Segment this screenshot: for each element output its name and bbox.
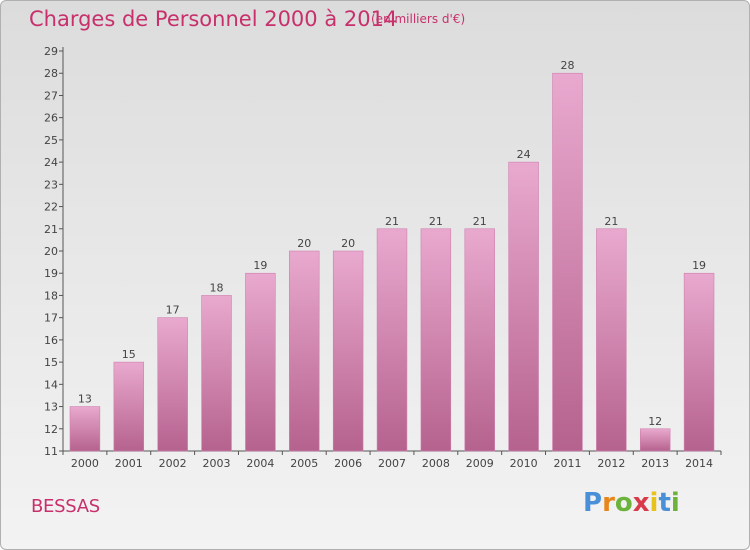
logo-letter: o (614, 488, 633, 518)
bar-2003 (201, 295, 232, 452)
data-label-2012: 21 (604, 215, 618, 228)
logo-letter: P (583, 488, 603, 518)
y-tick-label: 11 (44, 445, 58, 458)
data-label-2011: 28 (560, 59, 574, 72)
y-tick-label: 27 (44, 89, 58, 102)
y-tick-label: 13 (44, 401, 58, 414)
x-tick-label-2002: 2002 (159, 457, 187, 470)
data-label-2010: 24 (517, 148, 531, 161)
bar-2001 (113, 361, 145, 452)
chart-unit: (en milliers d'€) (371, 12, 466, 26)
y-tick-label: 15 (44, 356, 58, 369)
data-label-2014: 19 (692, 259, 706, 272)
y-tick-label: 14 (44, 378, 58, 391)
x-tick-label-2006: 2006 (334, 457, 362, 470)
x-tick-label-2014: 2014 (685, 457, 713, 470)
y-tick-label: 25 (44, 134, 58, 147)
x-tick-label-2010: 2010 (510, 457, 538, 470)
data-label-2003: 18 (210, 281, 224, 294)
x-tick-label-2001: 2001 (115, 457, 143, 470)
x-tick-label-2005: 2005 (290, 457, 318, 470)
y-tick-label: 20 (44, 245, 58, 258)
bar-2004 (245, 272, 276, 452)
bars: 13 15 17 18 19 20 20 21 21 21 24 28 21 12 19 (69, 59, 715, 452)
logo-letter: t (658, 488, 671, 518)
data-label-2008: 21 (429, 215, 443, 228)
y-tick-label: 12 (44, 423, 58, 436)
bar-2006 (332, 250, 364, 452)
chart-title: Charges de Personnel 2000 à 2014 (29, 7, 398, 31)
data-label-2006: 20 (341, 237, 355, 250)
y-tick-label: 24 (44, 156, 58, 169)
bar-2009 (464, 228, 495, 452)
x-tick-label-2011: 2011 (553, 457, 581, 470)
bar-2014 (683, 272, 715, 452)
x-tick-label-2004: 2004 (246, 457, 274, 470)
y-tick-label: 26 (44, 112, 58, 125)
y-tick-label: 28 (44, 67, 58, 80)
axes: 11 12 13 14 15 16 17 18 19 20 21 22 23 24 25 26 27 28 29 20… (44, 45, 722, 470)
data-label-2007: 21 (385, 215, 399, 228)
y-tick-label: 29 (44, 45, 58, 58)
y-tick-label: 22 (44, 201, 58, 214)
commune-name: BESSAS (31, 496, 100, 517)
proxiti-logo: Proxiti (583, 488, 680, 518)
y-tick-label: 16 (44, 334, 58, 347)
bar-2011 (552, 72, 583, 452)
x-tick-label-2009: 2009 (466, 457, 494, 470)
logo-letter: i (670, 488, 680, 518)
data-label-2004: 19 (253, 259, 267, 272)
x-tick-label-2003: 2003 (203, 457, 231, 470)
data-label-2013: 12 (648, 415, 662, 428)
y-tick-label: 18 (44, 289, 58, 302)
x-tick-label-2012: 2012 (597, 457, 625, 470)
x-tick-label-2007: 2007 (378, 457, 406, 470)
x-tick-label-2013: 2013 (641, 457, 669, 470)
logo-letter: i (649, 488, 659, 518)
y-tick-label: 19 (44, 267, 58, 280)
bar-2002 (157, 317, 188, 452)
logo-letter: x (632, 488, 650, 518)
y-tick-label: 23 (44, 178, 58, 191)
data-label-2009: 21 (473, 215, 487, 228)
data-label-2000: 13 (78, 393, 92, 406)
bar-2013 (639, 428, 671, 452)
y-tick-label: 17 (44, 312, 58, 325)
y-tick-label: 21 (44, 223, 58, 236)
data-label-2002: 17 (166, 304, 180, 317)
bar-2010 (508, 161, 539, 452)
bar-2007 (376, 228, 408, 452)
bar-2005 (289, 250, 320, 452)
x-tick-label-2000: 2000 (71, 457, 99, 470)
data-label-2005: 20 (297, 237, 311, 250)
bar-2008 (420, 228, 452, 452)
bar-2012 (596, 228, 627, 452)
data-label-2001: 15 (122, 348, 136, 361)
bar-2000 (69, 406, 101, 452)
logo-letter: r (602, 488, 615, 518)
x-tick-label-2008: 2008 (422, 457, 450, 470)
